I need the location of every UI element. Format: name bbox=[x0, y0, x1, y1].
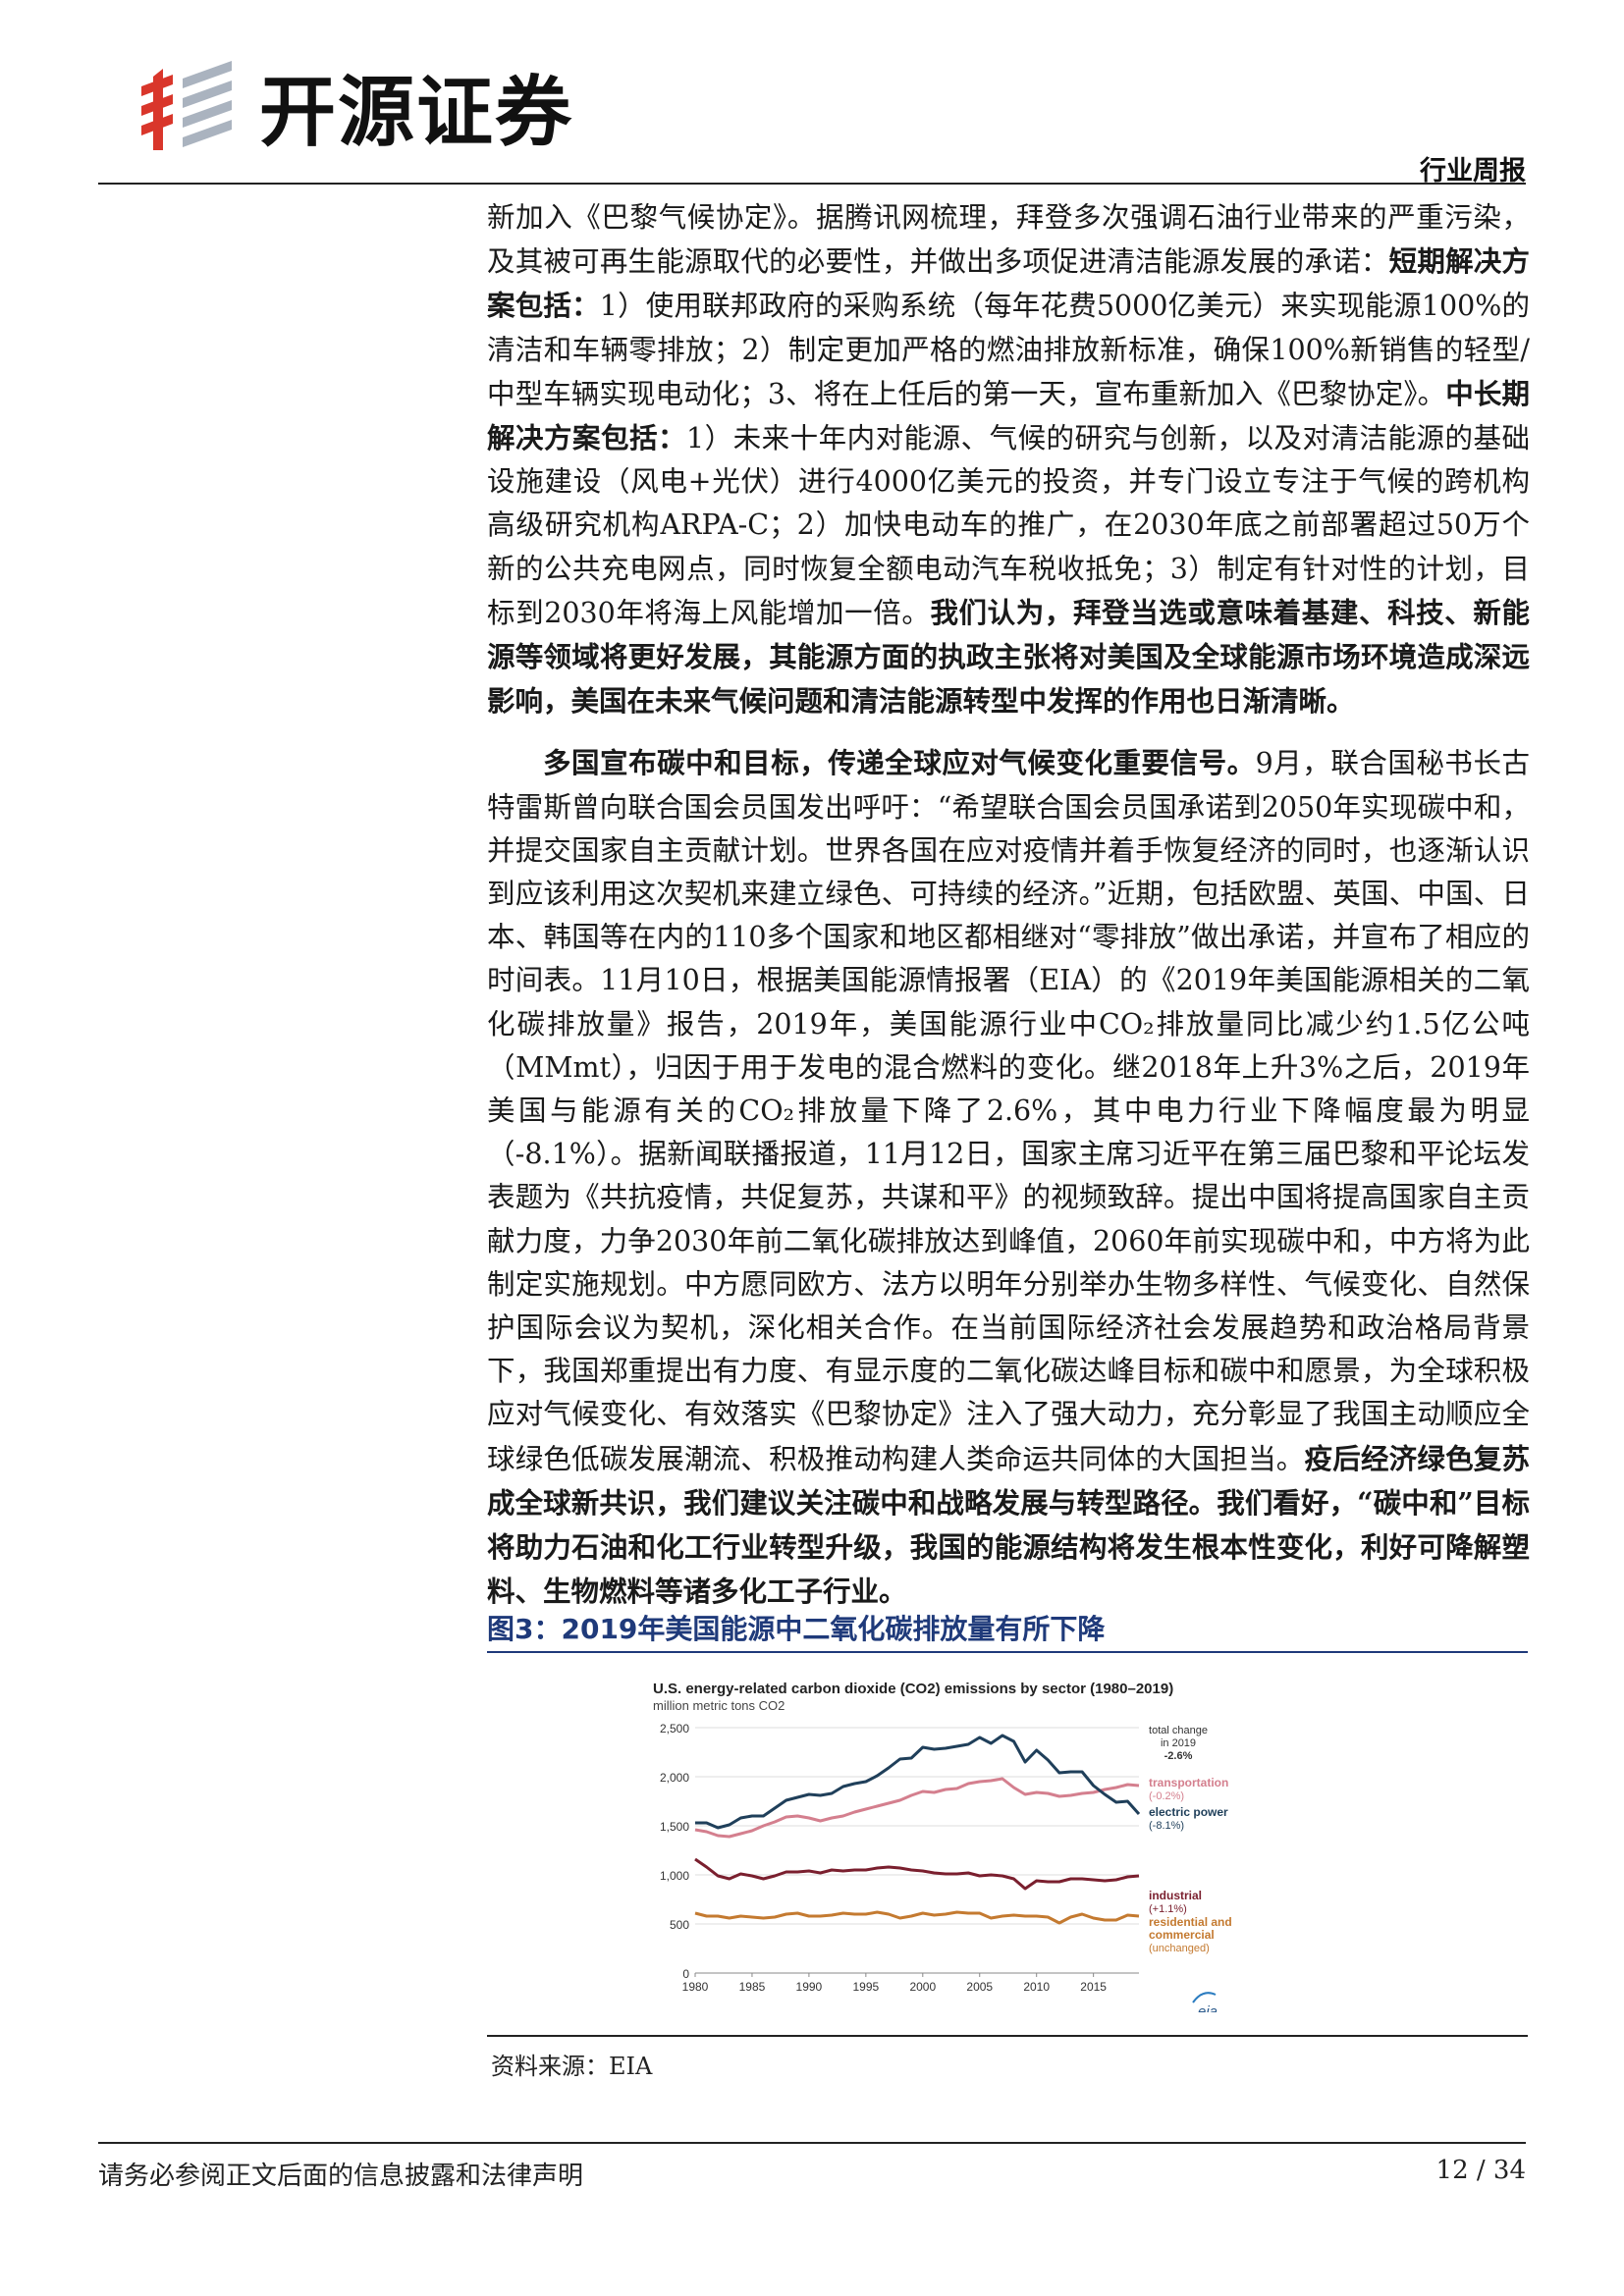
bold-text-segment: 多国宣布碳中和目标，传递全球应对气候变化重要信号。 bbox=[543, 746, 1256, 780]
x-tick-label: 1995 bbox=[852, 1980, 879, 1994]
company-logo: 开源证券 bbox=[134, 51, 573, 161]
legend-total-change: in 2019 bbox=[1161, 1737, 1196, 1749]
footer-divider bbox=[98, 2142, 1526, 2144]
bold-text-segment: 我们认为，拜登当选或意味着基建、科技、新能源等领域将更好发展，其能源方面的执政主… bbox=[487, 595, 1530, 719]
logo-text: 开源证券 bbox=[259, 69, 574, 157]
x-tick-label: 1985 bbox=[739, 1980, 766, 1994]
chart-subtitle: million metric tons CO2 bbox=[653, 1698, 785, 1713]
paragraph: 新加入《巴黎气候协定》。据腾讯网梳理，拜登多次强调石油行业带来的严重污染，及其被… bbox=[487, 196, 1530, 723]
x-tick-label: 1990 bbox=[796, 1980, 823, 1994]
paragraph: 多国宣布碳中和目标，传递全球应对气候变化重要信号。9月，联合国秘书长古特雷斯曾向… bbox=[487, 741, 1530, 1614]
body-text: 新加入《巴黎气候协定》。据腾讯网梳理，拜登多次强调石油行业带来的严重污染，及其被… bbox=[487, 196, 1530, 1615]
figure-title-rule bbox=[487, 1651, 1528, 1653]
legend-label: electric power bbox=[1149, 1805, 1228, 1819]
bold-text-segment: 中长期解决方案包括： bbox=[487, 376, 1530, 455]
bold-text-segment: 疫后经济绿色复苏成全球新共识，我们建议关注碳中和战略发展与转型路径。我们看好，“… bbox=[487, 1441, 1530, 1609]
report-type: 行业周报 bbox=[1420, 156, 1526, 187]
source-rule bbox=[487, 2035, 1528, 2037]
legend-label: commercial bbox=[1149, 1928, 1215, 1942]
legend-label: transportation bbox=[1149, 1776, 1228, 1789]
legend-change: (unchanged) bbox=[1149, 1943, 1210, 1954]
bold-text-segment: 短期解决方案包括： bbox=[487, 244, 1530, 323]
legend-total-change: -2.6% bbox=[1164, 1750, 1193, 1762]
y-tick-label: 1,000 bbox=[660, 1869, 689, 1883]
emissions-chart: U.S. energy-related carbon dioxide (CO2)… bbox=[648, 1669, 1355, 2012]
figure-title: 图3：2019年美国能源中二氧化碳排放量有所下降 bbox=[487, 1613, 1106, 1645]
legend-change: (-8.1%) bbox=[1149, 1820, 1184, 1832]
x-tick-label: 2000 bbox=[909, 1980, 936, 1994]
eia-logo-text: eia bbox=[1198, 2003, 1218, 2012]
series-line-residential-and-commercial bbox=[694, 1910, 1140, 1925]
y-tick-label: 500 bbox=[670, 1918, 689, 1932]
x-tick-label: 2015 bbox=[1080, 1980, 1107, 1994]
series-line-electric-power bbox=[695, 1734, 1141, 1830]
text-segment: 新加入《巴黎气候协定》。据腾讯网梳理，拜登多次强调石油行业带来的严重污染，及其被… bbox=[487, 201, 1530, 279]
legend-label: industrial bbox=[1149, 1889, 1202, 1902]
x-tick-label: 1980 bbox=[682, 1980, 709, 1994]
y-tick-label: 1,500 bbox=[660, 1820, 689, 1834]
text-segment: 1）使用联邦政府的采购系统（每年花费5000亿美元）来实现能源100%的清洁和车… bbox=[487, 290, 1530, 410]
series-line-industrial bbox=[694, 1857, 1140, 1891]
text-segment: 1）未来十年内对能源、气候的研究与创新，以及对清洁能源的基础设施建设（风电+光伏… bbox=[487, 422, 1530, 629]
series-line-transportation bbox=[694, 1777, 1140, 1839]
logo-mark-icon bbox=[141, 61, 232, 150]
legend-label: residential and bbox=[1149, 1915, 1232, 1929]
y-tick-label: 2,000 bbox=[660, 1771, 689, 1785]
x-tick-label: 2010 bbox=[1023, 1980, 1050, 1994]
header-divider bbox=[98, 183, 1526, 185]
figure-source: 资料来源：EIA bbox=[491, 2053, 653, 2080]
y-tick-label: 2,500 bbox=[660, 1722, 689, 1735]
legend-total-change: total change bbox=[1149, 1725, 1208, 1736]
emissions-chart-svg: U.S. energy-related carbon dioxide (CO2)… bbox=[653, 1681, 1232, 2012]
y-tick-label: 0 bbox=[682, 1967, 689, 1981]
text-segment: 9月，联合国秘书长古特雷斯曾向联合国会员国发出呼吁：“希望联合国会员国承诺到20… bbox=[487, 747, 1530, 1475]
x-tick-label: 2005 bbox=[966, 1980, 993, 1994]
chart-title: U.S. energy-related carbon dioxide (CO2)… bbox=[653, 1681, 1173, 1697]
footer-disclaimer: 请务必参阅正文后面的信息披露和法律声明 bbox=[98, 2162, 584, 2191]
eia-logo: eia bbox=[1192, 1992, 1218, 2012]
legend-change: (-0.2%) bbox=[1149, 1790, 1184, 1802]
page-number: 12 / 34 bbox=[1435, 2156, 1526, 2185]
legend-change: (+1.1%) bbox=[1149, 1903, 1187, 1915]
